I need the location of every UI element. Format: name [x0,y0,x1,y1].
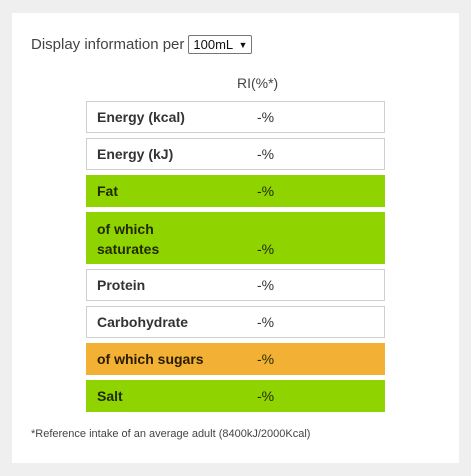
nutrient-row-protein: Protein -% [86,269,385,301]
nutrient-row-sugars: of which sugars -% [86,343,385,375]
ri-column-header: RI(%*) [237,75,279,91]
display-per-row: Display information per 100mL ▼ [31,35,253,54]
nutrient-row-energy-kj: Energy (kJ) -% [86,138,385,170]
nutrient-name: Fat [97,183,118,199]
nutrient-name: Salt [97,388,123,404]
nutrient-value: -% [257,241,275,257]
nutrient-row-energy-kcal: Energy (kcal) -% [86,101,385,133]
nutrient-name: Carbohydrate [97,314,189,330]
reference-intake-footnote: *Reference intake of an average adult (8… [31,428,311,440]
unit-select-value: 100mL [193,37,234,52]
nutrient-name: Energy (kcal) [97,109,185,125]
unit-select[interactable]: 100mL ▼ [188,35,253,54]
chevron-down-icon: ▼ [238,39,248,50]
nutrient-name: Energy (kJ) [97,146,174,162]
nutrient-value: -% [257,314,275,330]
nutrient-value: -% [257,388,275,404]
nutrient-row-salt: Salt -% [86,380,385,412]
nutrient-value: -% [257,351,275,367]
display-per-label: Display information per [31,36,185,53]
nutrient-name-line1: of which [97,221,154,237]
nutrient-value: -% [257,277,275,293]
nutrient-name-line2: saturates [97,241,160,257]
nutrient-table: Energy (kcal) -% Energy (kJ) -% Fat -% o… [86,101,385,417]
nutrient-name: Protein [97,277,146,293]
nutrient-value: -% [257,146,275,162]
nutrient-value: -% [257,183,275,199]
nutrient-value: -% [257,109,275,125]
nutrient-row-fat: Fat -% [86,175,385,207]
nutrition-panel: Display information per 100mL ▼ RI(%*) E… [12,13,459,463]
nutrient-row-saturates: of which saturates -% [86,212,385,264]
nutrient-name: of which sugars [97,351,204,367]
nutrient-row-carbohydrate: Carbohydrate -% [86,306,385,338]
